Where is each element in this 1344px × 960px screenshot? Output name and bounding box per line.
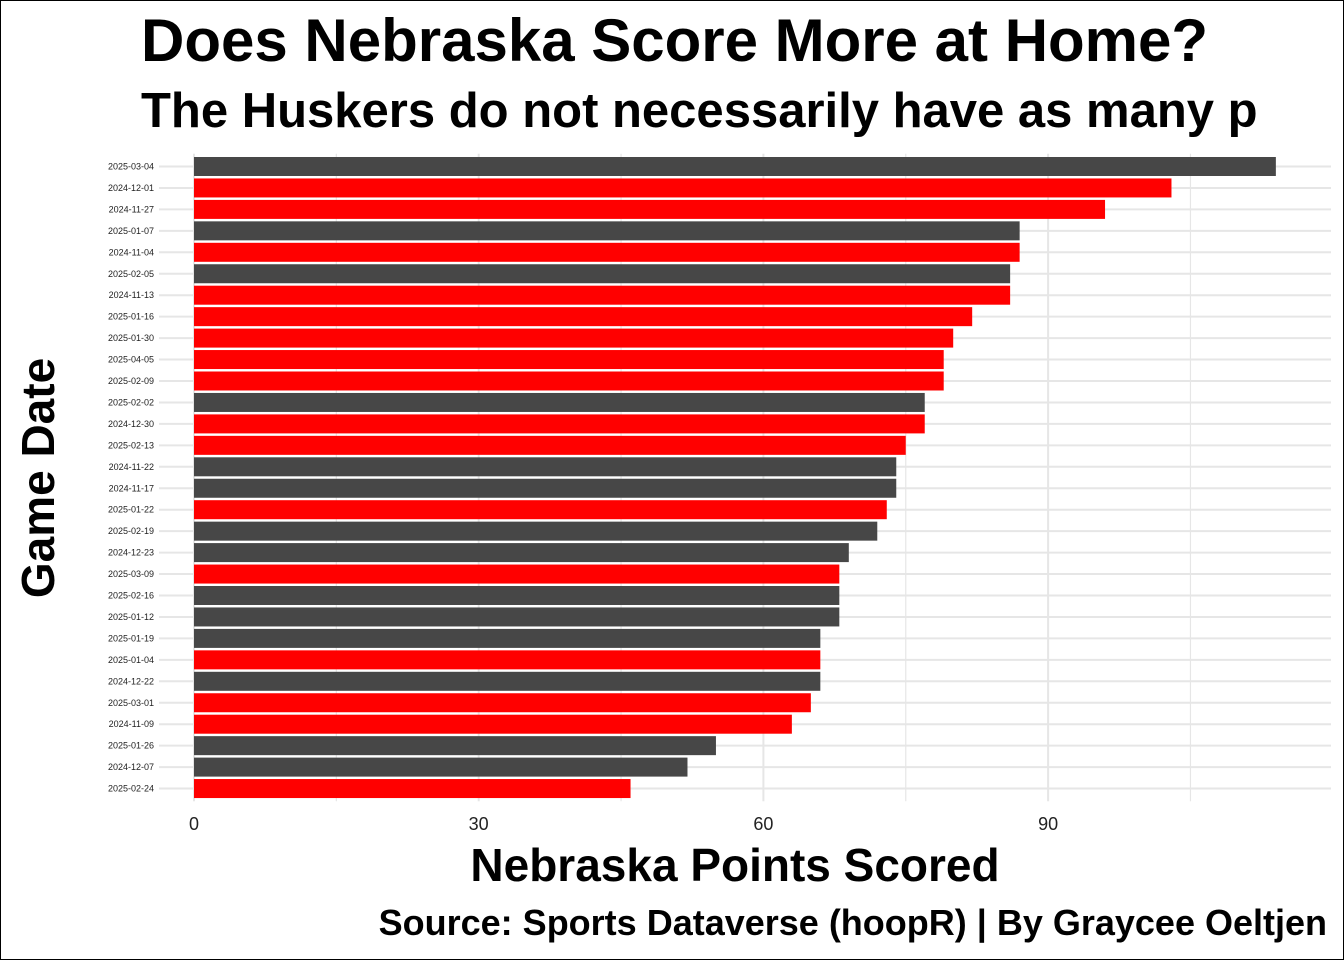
- bar: [194, 264, 1011, 284]
- y-tick-label: 2024-11-13: [109, 290, 154, 300]
- chart-subtitle: The Huskers do not necessarily have as m…: [141, 84, 1258, 138]
- bar: [194, 779, 631, 799]
- bar: [194, 350, 944, 370]
- bar: [194, 628, 821, 648]
- bar: [194, 457, 897, 477]
- y-tick-label: 2024-12-30: [108, 419, 154, 429]
- bar: [194, 285, 1011, 305]
- y-tick-label: 2025-02-13: [108, 440, 154, 450]
- x-tick-label: 90: [1038, 814, 1058, 834]
- bar: [194, 478, 897, 498]
- y-tick-label: 2025-01-07: [108, 226, 154, 236]
- y-tick-label: 2025-02-09: [108, 376, 154, 386]
- bar: [194, 693, 811, 713]
- bar: [194, 199, 1106, 219]
- chart-caption: Source: Sports Dataverse (hoopR) | By Gr…: [378, 902, 1327, 943]
- chart-title: Does Nebraska Score More at Home?: [141, 7, 1209, 74]
- y-tick-label: 2025-01-30: [108, 333, 154, 343]
- y-tick-label: 2024-12-01: [108, 183, 154, 193]
- y-tick-label: 2025-02-05: [108, 269, 154, 279]
- bar: [194, 671, 821, 691]
- bar: [194, 392, 925, 412]
- y-tick-label: 2024-11-22: [109, 462, 154, 472]
- y-tick-label: 2025-03-04: [108, 162, 154, 172]
- y-tick-label: 2025-02-19: [108, 526, 154, 536]
- y-tick-label: 2025-01-12: [108, 612, 154, 622]
- y-tick-label: 2024-11-09: [109, 719, 154, 729]
- bar: [194, 607, 840, 627]
- y-tick-label: 2025-01-16: [108, 312, 154, 322]
- bar: [194, 500, 887, 520]
- y-tick-label: 2025-03-09: [108, 569, 154, 579]
- y-tick-label: 2025-01-26: [108, 741, 154, 751]
- bar: [194, 242, 1020, 262]
- bar: [194, 328, 954, 348]
- y-tick-label: 2025-02-24: [108, 784, 154, 794]
- y-tick-label: 2025-04-05: [108, 355, 154, 365]
- y-tick-label: 2025-02-16: [108, 591, 154, 601]
- bar: [194, 414, 925, 434]
- y-tick-label: 2025-02-02: [108, 397, 154, 407]
- x-tick-label: 60: [753, 814, 773, 834]
- y-tick-label: 2024-12-23: [108, 548, 154, 558]
- bar: [194, 371, 944, 391]
- y-tick-label: 2024-12-07: [108, 762, 154, 772]
- bar: [194, 757, 688, 777]
- bar: [194, 521, 878, 541]
- y-tick-label: 2024-11-27: [109, 204, 154, 214]
- bar: [194, 221, 1020, 241]
- y-tick-label: 2024-11-17: [109, 483, 154, 493]
- bar: [194, 178, 1172, 198]
- y-tick-label: 2025-01-04: [108, 655, 154, 665]
- y-tick-label: 2025-01-19: [108, 633, 154, 643]
- y-tick-label: 2025-01-22: [108, 505, 154, 515]
- x-tick-label: 30: [469, 814, 489, 834]
- bar: [194, 435, 906, 455]
- bar: [194, 564, 840, 584]
- bar: [194, 543, 849, 563]
- bar: [194, 714, 792, 734]
- y-tick-label: 2024-11-04: [109, 247, 154, 257]
- y-tick-label: 2025-03-01: [108, 698, 154, 708]
- bar: [194, 307, 973, 327]
- bar: [194, 157, 1276, 176]
- y-tick-label: 2024-12-22: [108, 676, 154, 686]
- bar: [194, 586, 840, 605]
- x-tick-label: 0: [189, 814, 199, 834]
- bar: [194, 736, 716, 756]
- bar: [194, 650, 821, 670]
- x-axis-label: Nebraska Points Scored: [470, 839, 1000, 891]
